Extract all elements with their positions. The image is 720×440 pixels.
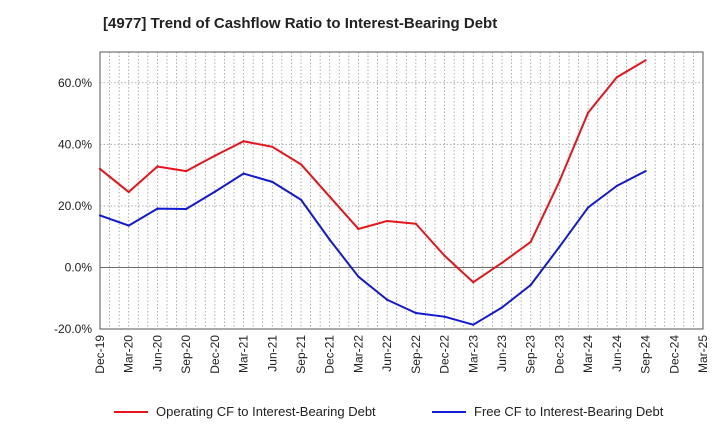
point-operating-cf bbox=[587, 111, 590, 114]
series-line-operating-cf bbox=[99, 59, 647, 284]
point-operating-cf bbox=[127, 190, 130, 194]
point-operating-cf bbox=[156, 165, 159, 168]
legend-label-free-cf: Free CF to Interest-Bearing Debt bbox=[474, 404, 664, 419]
x-tick-labels: Dec-19 Mar-20 Jun-20 Sep-20 Dec-20 Mar-21 Jun-… bbox=[93, 335, 710, 374]
x-tick-label: Jun-22 bbox=[380, 335, 394, 372]
point-free-cf bbox=[443, 315, 446, 318]
point-operating-cf bbox=[213, 154, 216, 157]
point-operating-cf bbox=[414, 222, 417, 225]
point-free-cf bbox=[213, 190, 216, 193]
y-tick-label: 0.0% bbox=[65, 260, 93, 274]
point-operating-cf bbox=[615, 76, 618, 79]
series-line-free-cf bbox=[99, 170, 647, 326]
x-tick-label: Mar-23 bbox=[466, 335, 480, 373]
point-free-cf bbox=[98, 214, 102, 217]
y-tick-label: -20.0% bbox=[54, 322, 92, 336]
x-tick-label: Sep-22 bbox=[409, 335, 423, 374]
point-free-cf bbox=[587, 206, 590, 209]
x-tick-label: Dec-23 bbox=[552, 335, 566, 374]
legend-swatch-free-cf bbox=[432, 410, 466, 413]
point-operating-cf bbox=[644, 59, 647, 62]
x-tick-label: Dec-24 bbox=[667, 335, 681, 374]
y-tick-labels: 60.0% 40.0% 20.0% 0.0% -20.0% bbox=[54, 76, 92, 336]
point-operating-cf bbox=[386, 219, 389, 223]
plot-frame bbox=[99, 51, 704, 330]
point-operating-cf bbox=[443, 254, 446, 257]
legend-item-free-cf: Free CF to Interest-Bearing Debt bbox=[432, 404, 663, 419]
point-free-cf bbox=[500, 306, 504, 309]
point-free-cf bbox=[328, 238, 331, 241]
point-free-cf bbox=[299, 198, 303, 201]
x-tick-label: Mar-21 bbox=[237, 335, 251, 373]
axes-layer bbox=[99, 51, 704, 330]
x-tick-label: Dec-22 bbox=[438, 335, 452, 374]
point-free-cf bbox=[242, 172, 245, 175]
x-tick-label: Dec-19 bbox=[93, 335, 107, 374]
x-tick-label: Jun-23 bbox=[495, 335, 509, 372]
point-free-cf bbox=[615, 184, 618, 187]
point-free-cf bbox=[386, 298, 389, 301]
point-free-cf bbox=[472, 323, 475, 326]
point-operating-cf bbox=[242, 140, 245, 143]
x-tick-label: Jun-24 bbox=[610, 335, 624, 372]
chart-title: [4977] Trend of Cashflow Ratio to Intere… bbox=[103, 15, 498, 32]
x-tick-label: Jun-21 bbox=[265, 335, 279, 372]
point-operating-cf bbox=[558, 180, 561, 183]
x-tick-label: Dec-20 bbox=[208, 335, 222, 374]
point-free-cf bbox=[644, 170, 647, 173]
point-free-cf bbox=[271, 180, 274, 183]
x-tick-label: Mar-24 bbox=[581, 335, 595, 373]
series-layer bbox=[98, 59, 647, 326]
y-tick-label: 40.0% bbox=[58, 137, 92, 151]
point-operating-cf bbox=[529, 240, 532, 243]
point-operating-cf bbox=[271, 145, 274, 148]
x-tick-label: Sep-23 bbox=[524, 335, 538, 374]
point-free-cf bbox=[156, 207, 159, 210]
x-tick-label: Mar-20 bbox=[122, 335, 136, 373]
point-operating-cf bbox=[328, 195, 331, 198]
point-operating-cf bbox=[500, 261, 504, 264]
x-tick-label: Mar-25 bbox=[696, 335, 710, 373]
x-tick-label: Sep-21 bbox=[294, 335, 308, 374]
point-operating-cf bbox=[185, 170, 188, 173]
point-operating-cf bbox=[299, 163, 303, 166]
point-free-cf bbox=[529, 283, 532, 287]
point-operating-cf bbox=[98, 167, 102, 171]
legend-swatch-operating-cf bbox=[114, 410, 148, 413]
chart-legend: Operating CF to Interest-Bearing Debt Fr… bbox=[0, 404, 720, 426]
point-free-cf bbox=[127, 224, 130, 227]
point-free-cf bbox=[414, 311, 417, 315]
legend-item-operating-cf: Operating CF to Interest-Bearing Debt bbox=[114, 404, 376, 419]
x-tick-label: Jun-20 bbox=[150, 335, 164, 372]
point-operating-cf bbox=[357, 227, 360, 231]
point-operating-cf bbox=[472, 281, 475, 284]
x-tick-label: Sep-24 bbox=[639, 335, 653, 374]
y-tick-label: 20.0% bbox=[58, 199, 92, 213]
x-tick-label: Dec-21 bbox=[323, 335, 337, 374]
x-tick-label: Mar-22 bbox=[351, 335, 365, 373]
y-tick-label: 60.0% bbox=[58, 76, 92, 90]
x-tick-label: Sep-20 bbox=[179, 335, 193, 374]
point-free-cf bbox=[558, 245, 561, 248]
point-free-cf bbox=[357, 275, 360, 278]
grid-layer bbox=[100, 52, 703, 330]
legend-label-operating-cf: Operating CF to Interest-Bearing Debt bbox=[156, 404, 376, 419]
point-free-cf bbox=[185, 207, 188, 211]
